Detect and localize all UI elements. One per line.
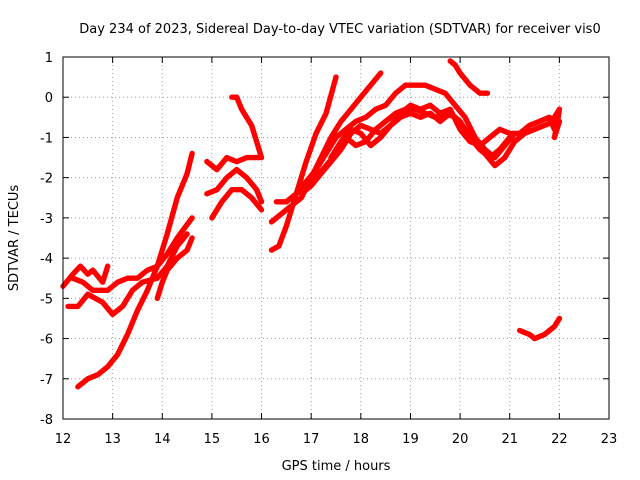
y-tick-label: -1 (40, 131, 53, 146)
x-tick-label: 14 (154, 432, 171, 447)
series-track-e (154, 235, 195, 301)
y-tick-label: -3 (40, 212, 53, 227)
y-tick-label: -5 (40, 292, 53, 307)
series-track-b (65, 231, 190, 318)
x-tick-label: 15 (204, 432, 221, 447)
series-track-i (229, 94, 265, 161)
plot-frame (62, 56, 610, 420)
y-tick-label: -2 (40, 172, 53, 187)
grid (63, 57, 609, 419)
x-tick-label: 23 (601, 432, 618, 447)
y-tick-label: 0 (45, 91, 53, 106)
x-tick-label: 12 (55, 432, 72, 447)
x-tick-label: 22 (551, 432, 568, 447)
y-tick-label: -8 (40, 413, 53, 428)
axis-ticks: 12 13 14 15 16 17 18 19 20 21 22 23 1 0 -1 -2 -3 -4 -5 -6 -7… (40, 51, 617, 447)
y-axis-label: SDTVAR / TECUs (7, 185, 22, 292)
x-tick-label: 18 (353, 432, 370, 447)
series-layer (60, 58, 563, 390)
x-tick-label: 19 (402, 432, 419, 447)
series-track-a (60, 263, 111, 289)
series-track-n (298, 102, 558, 197)
series-track-p (447, 58, 491, 96)
series-track-k (268, 70, 384, 225)
y-tick-label: -4 (40, 252, 53, 267)
x-axis-label: GPS time / hours (282, 459, 391, 474)
series-track-h (209, 187, 265, 221)
series-track-g (204, 166, 265, 205)
series-track-o (328, 110, 513, 161)
series-track-c (70, 215, 195, 293)
series-track-f (204, 154, 262, 173)
x-tick-label: 17 (303, 432, 320, 447)
x-tick-label: 16 (253, 432, 270, 447)
x-tick-label: 13 (104, 432, 121, 447)
y-tick-label: -7 (40, 373, 53, 388)
series-track-r (551, 106, 563, 141)
y-tick-label: -6 (40, 333, 53, 348)
x-tick-label: 21 (501, 432, 518, 447)
chart-title: Day 234 of 2023, Sidereal Day-to-day VTE… (79, 22, 600, 37)
x-tick-label: 20 (452, 432, 469, 447)
series-track-j (268, 74, 339, 253)
series-track-q (517, 315, 563, 342)
series-track-d (75, 150, 195, 390)
y-tick-label: 1 (45, 51, 53, 66)
